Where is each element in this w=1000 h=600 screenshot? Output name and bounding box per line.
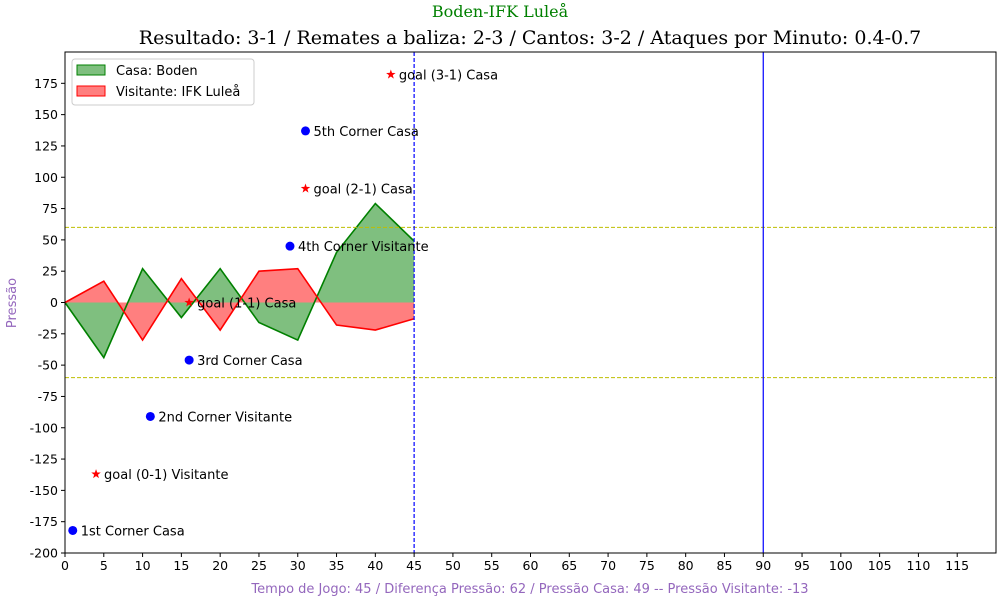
series-line-0 — [64, 202, 415, 360]
x-tick-label-20: 100 — [829, 558, 853, 573]
event-marker-corner-2 — [145, 411, 155, 421]
chart-title: Resultado: 3-1 / Remates a baliza: 2-3 /… — [139, 27, 921, 49]
x-tick-label-13: 65 — [561, 558, 577, 573]
y-tick-label-12: 100 — [34, 170, 58, 185]
series-area-0 — [65, 203, 415, 358]
y-tick-label-13: 125 — [34, 138, 58, 153]
x-tick-label-6: 30 — [290, 558, 306, 573]
x-axis-label: Tempo de Jogo: 45 / Diferença Pressão: 6… — [250, 582, 808, 597]
x-tick-label-1: 5 — [100, 558, 108, 573]
x-tick-label-12: 60 — [523, 558, 539, 573]
event-label-1: goal (0-1) Visitante — [104, 468, 228, 483]
x-tick-label-15: 75 — [639, 558, 655, 573]
legend-swatch-home — [76, 64, 106, 76]
x-tick-label-16: 80 — [678, 558, 694, 573]
legend-frame — [71, 58, 255, 106]
legend-swatch-away — [76, 85, 106, 97]
y-tick-label-11: 75 — [42, 201, 58, 216]
event-marker-corner-0 — [68, 525, 78, 535]
y-tick-label-6: -50 — [38, 358, 58, 373]
event-label-7: 5th Corner Casa — [314, 125, 419, 140]
y-tick-label-2: -150 — [30, 483, 58, 498]
chart-suptitle: Boden-IFK Luleå — [432, 2, 569, 21]
y-tick-label-15: 175 — [34, 76, 58, 91]
event-marker-goal-8 — [386, 69, 396, 79]
x-tick-label-22: 110 — [906, 558, 930, 573]
plot-area: 1st Corner Casa goal (0-1) Visitante 2nd C… — [30, 51, 997, 573]
x-tick-label-23: 115 — [945, 558, 969, 573]
y-tick-label-8: 0 — [50, 295, 58, 310]
event-marker-corner-5 — [285, 241, 295, 251]
y-tick-label-10: 50 — [42, 232, 58, 247]
y-tick-label-7: -25 — [38, 326, 58, 341]
y-tick-label-5: -75 — [38, 389, 58, 404]
event-marker-goal-4 — [184, 297, 194, 307]
x-tick-label-0: 0 — [61, 558, 69, 573]
event-label-3: 3rd Corner Casa — [197, 354, 302, 369]
event-marker-corner-7 — [301, 126, 311, 136]
y-tick-label-0: -200 — [30, 546, 58, 561]
event-label-2: 2nd Corner Visitante — [158, 410, 292, 425]
series-line-1 — [64, 267, 415, 342]
x-tick-label-8: 40 — [367, 558, 383, 573]
event-label-5: 4th Corner Visitante — [298, 240, 429, 255]
event-label-4: goal (1-1) Casa — [197, 297, 296, 312]
y-tick-label-1: -175 — [30, 514, 58, 529]
event-marker-goal-1 — [91, 469, 101, 479]
legend-label-home: Casa: Boden — [116, 64, 198, 79]
event-marker-goal-6 — [300, 183, 311, 193]
x-tick-label-19: 95 — [794, 558, 810, 573]
event-label-0: 1st Corner Casa — [81, 524, 185, 539]
x-tick-label-21: 105 — [868, 558, 892, 573]
y-tick-label-14: 150 — [34, 107, 58, 122]
x-tick-label-9: 45 — [406, 558, 422, 573]
x-tick-label-10: 50 — [445, 558, 461, 573]
y-tick-label-9: 25 — [42, 264, 58, 279]
x-tick-label-5: 25 — [251, 558, 267, 573]
event-label-8: goal (3-1) Casa — [399, 69, 498, 84]
y-tick-label-3: -125 — [30, 452, 58, 467]
event-label-6: goal (2-1) Casa — [314, 183, 413, 198]
legend-label-away: Visitante: IFK Luleå — [116, 85, 240, 100]
x-tick-label-2: 10 — [135, 558, 151, 573]
x-tick-label-17: 85 — [717, 558, 733, 573]
legend: Casa: Boden Visitante: IFK Luleå — [71, 58, 255, 106]
x-tick-label-7: 35 — [329, 558, 345, 573]
x-tick-label-14: 70 — [600, 558, 616, 573]
y-axis-label: Pressão — [5, 278, 20, 328]
x-tick-label-11: 55 — [484, 558, 500, 573]
series-area-1 — [65, 268, 415, 341]
x-tick-label-18: 90 — [755, 558, 771, 573]
y-tick-label-4: -100 — [30, 420, 58, 435]
x-tick-label-3: 15 — [173, 558, 189, 573]
event-marker-corner-3 — [184, 355, 194, 365]
x-tick-label-4: 20 — [212, 558, 228, 573]
